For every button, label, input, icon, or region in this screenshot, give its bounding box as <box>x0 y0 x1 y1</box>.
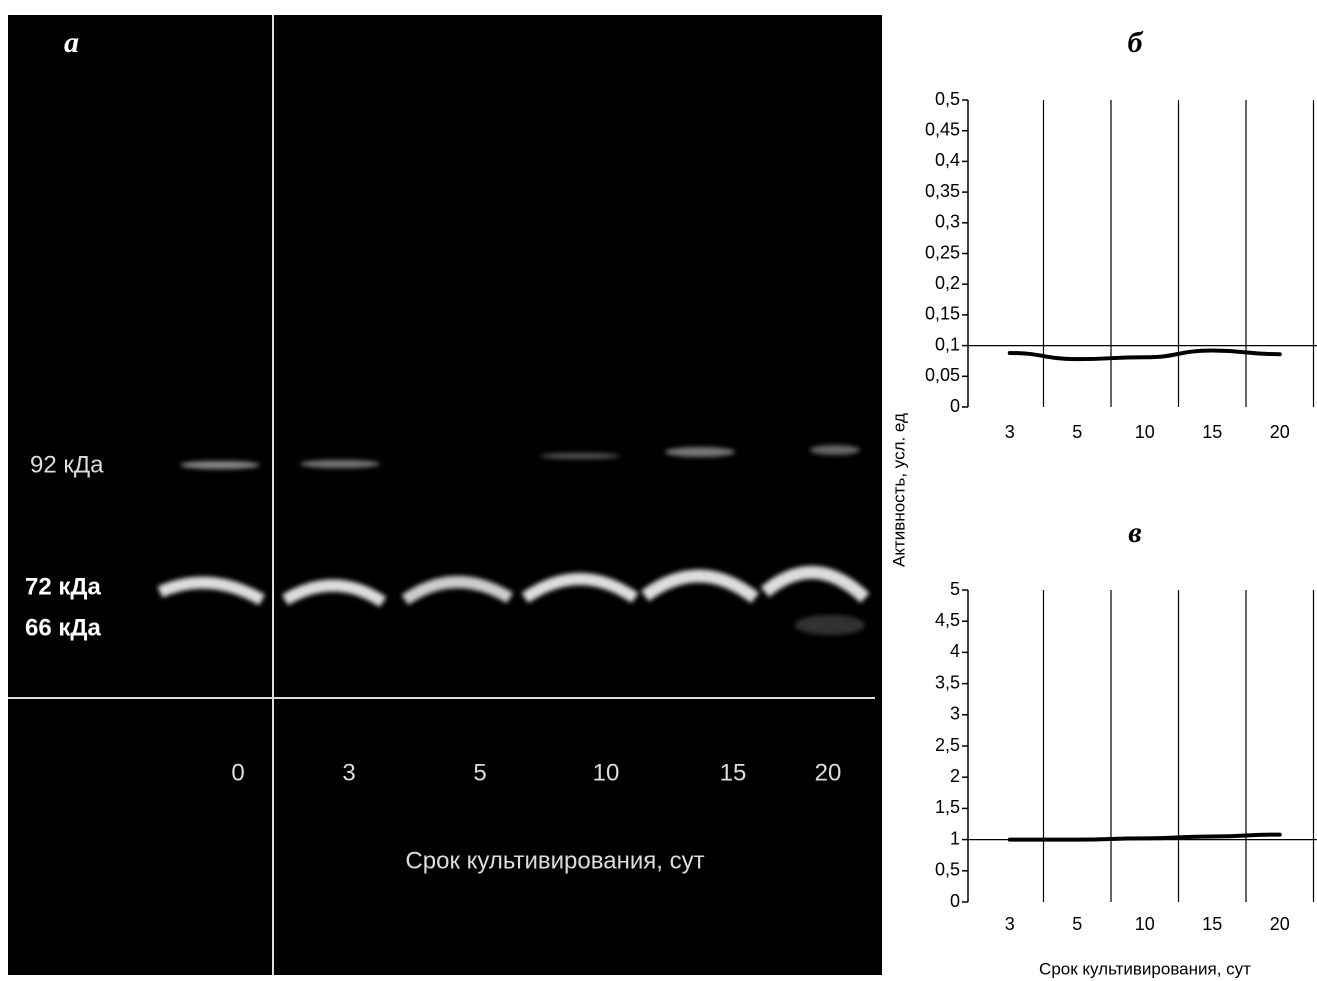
band <box>795 615 865 635</box>
chart-title: в <box>1128 516 1141 549</box>
x-tick-label: 3 <box>1005 422 1015 442</box>
data-line <box>1007 832 1282 842</box>
gel-background <box>8 15 882 975</box>
y-tick-label: 4 <box>950 641 960 661</box>
y-tick-label: 4,5 <box>935 610 960 630</box>
lane-label: 15 <box>720 759 747 786</box>
x-tick-label: 10 <box>1135 914 1155 934</box>
x-tick-label: 5 <box>1072 422 1082 442</box>
x-tick-label: 15 <box>1202 914 1222 934</box>
band <box>760 566 870 603</box>
band-label: 66 кДа <box>25 614 101 641</box>
lane-label: 10 <box>593 759 620 786</box>
y-axis-label: Активность, усл. ед <box>889 413 908 567</box>
band-label: 92 кДа <box>30 451 104 478</box>
x-axis-label: Срок культивирования, сут <box>1039 959 1251 978</box>
band <box>281 579 387 608</box>
band <box>180 461 260 469</box>
lane-label: 5 <box>473 759 486 786</box>
y-tick-label: 0,3 <box>935 212 960 232</box>
y-tick-label: 0,1 <box>935 334 960 354</box>
data-line <box>1007 348 1282 362</box>
x-tick-label: 15 <box>1202 422 1222 442</box>
y-tick-label: 3,5 <box>935 672 960 692</box>
x-tick-label: 3 <box>1005 914 1015 934</box>
y-tick-label: 0 <box>950 396 960 416</box>
panel-label: а <box>64 26 79 59</box>
y-tick-label: 0,05 <box>925 365 960 385</box>
lane-label: 3 <box>342 759 355 786</box>
y-tick-label: 0,15 <box>925 304 960 324</box>
y-tick-label: 3 <box>950 704 960 724</box>
lane-label: 20 <box>815 759 842 786</box>
band <box>521 573 639 603</box>
y-tick-label: 5 <box>950 579 960 599</box>
x-axis-label: Срок культивирования, сут <box>405 847 704 874</box>
y-tick-label: 0,5 <box>935 89 960 109</box>
y-tick-label: 0,25 <box>925 242 960 262</box>
x-tick-label: 5 <box>1072 914 1082 934</box>
y-tick-label: 1 <box>950 828 960 848</box>
band <box>300 460 380 468</box>
y-tick-label: 0,45 <box>925 119 960 139</box>
band-label: 72 кДа <box>25 573 101 600</box>
band <box>401 576 514 605</box>
band <box>665 447 735 457</box>
x-tick-label: 20 <box>1270 914 1290 934</box>
y-tick-label: 1,5 <box>935 797 960 817</box>
chart-title: б <box>1128 26 1144 59</box>
y-tick-label: 2 <box>950 766 960 786</box>
band <box>810 445 860 455</box>
y-tick-label: 0,35 <box>925 181 960 201</box>
band <box>641 569 760 604</box>
x-tick-label: 10 <box>1135 422 1155 442</box>
x-tick-label: 20 <box>1270 422 1290 442</box>
band <box>540 453 620 459</box>
band <box>157 576 265 606</box>
y-tick-label: 0,5 <box>935 860 960 880</box>
y-tick-label: 2,5 <box>935 735 960 755</box>
y-tick-label: 0,2 <box>935 273 960 293</box>
y-tick-label: 0,4 <box>935 150 960 170</box>
gel-panel: а 92 кДа 72 кДа 66 кДа 0 3 5 10 15 20 Ср… <box>8 15 882 975</box>
gel-bands <box>157 445 870 635</box>
y-tick-label: 0 <box>950 891 960 911</box>
lane-label: 0 <box>231 759 244 786</box>
